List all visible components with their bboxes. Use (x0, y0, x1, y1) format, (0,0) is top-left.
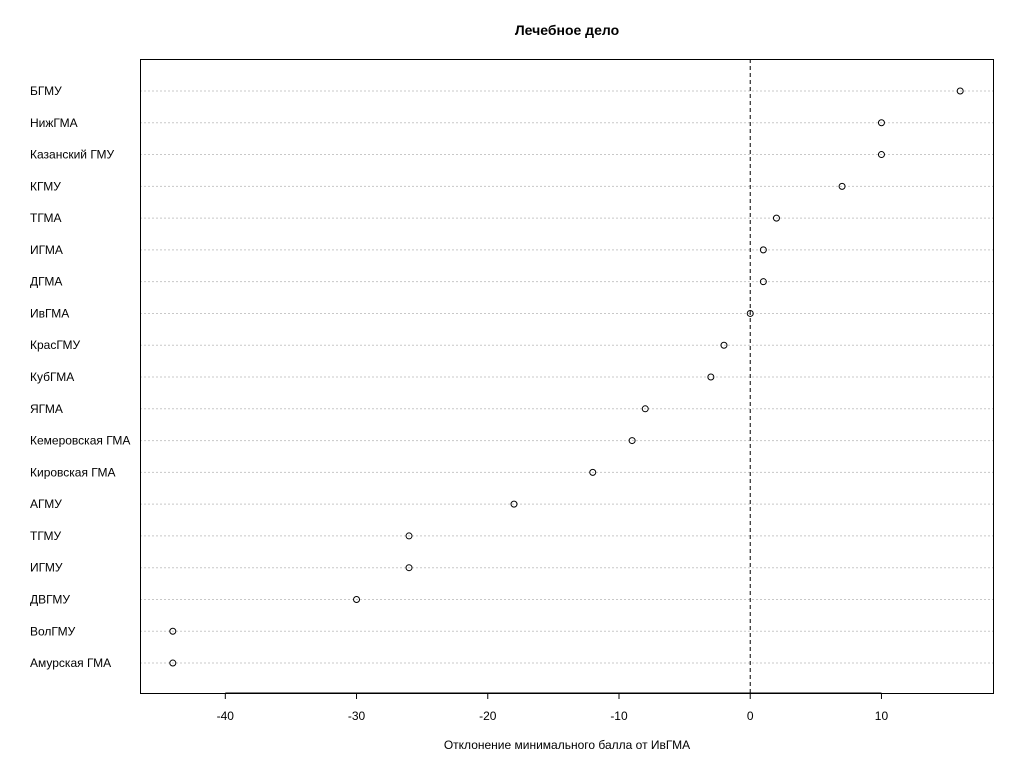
category-label: КрасГМУ (30, 338, 81, 352)
x-axis: -40 -30 -20 -10 0 10 (217, 692, 889, 723)
x-tick-label: -20 (479, 709, 497, 723)
category-label: НижГМА (30, 116, 78, 130)
data-point (772, 214, 780, 222)
category-label: АГМУ (30, 497, 62, 511)
category-label: ЯГМА (30, 402, 63, 416)
category-label: ДВГМУ (30, 592, 70, 606)
data-point (707, 373, 715, 381)
data-point (628, 437, 636, 445)
grid-lines (140, 90, 993, 664)
data-point (877, 119, 885, 127)
category-label: ДГМА (30, 275, 62, 289)
category-labels: БГМУ НижГМА Казанский ГМУ КГМУ ТГМА ИГМА ДГМА И… (30, 84, 130, 670)
x-tick-label: -10 (610, 709, 628, 723)
chart-title: Лечебное дело (515, 22, 619, 38)
x-tick-label: 0 (747, 709, 754, 723)
category-label: БГМУ (30, 84, 62, 98)
data-point (510, 500, 518, 508)
category-label: Кемеровская ГМА (30, 434, 130, 448)
data-point (169, 659, 177, 667)
data-point (353, 595, 361, 603)
category-label: ВолГМУ (30, 624, 76, 638)
category-label: Казанский ГМУ (30, 148, 115, 162)
category-label: КубГМА (30, 370, 74, 384)
data-point (956, 87, 964, 95)
x-tick-label: -40 (217, 709, 235, 723)
data-point (759, 246, 767, 254)
category-label: ТГМА (30, 211, 62, 225)
data-point (589, 468, 597, 476)
data-point (838, 182, 846, 190)
data-point (405, 564, 413, 572)
category-label: ТГМУ (30, 529, 62, 543)
category-label: Кировская ГМА (30, 465, 116, 479)
data-point (759, 278, 767, 286)
category-label: ИГМА (30, 243, 63, 257)
data-point (877, 151, 885, 159)
category-label: Амурская ГМА (30, 656, 111, 670)
x-tick-label: -30 (348, 709, 366, 723)
data-point (641, 405, 649, 413)
x-axis-label: Отклонение минимального балла от ИвГМА (444, 738, 690, 752)
data-point (169, 627, 177, 635)
data-point (405, 532, 413, 540)
data-points (169, 87, 964, 667)
category-label: ИГМУ (30, 561, 63, 575)
data-point (720, 341, 728, 349)
data-point (746, 309, 754, 317)
category-label: ИвГМА (30, 306, 69, 320)
category-label: КГМУ (30, 179, 61, 193)
x-tick-label: 10 (875, 709, 889, 723)
